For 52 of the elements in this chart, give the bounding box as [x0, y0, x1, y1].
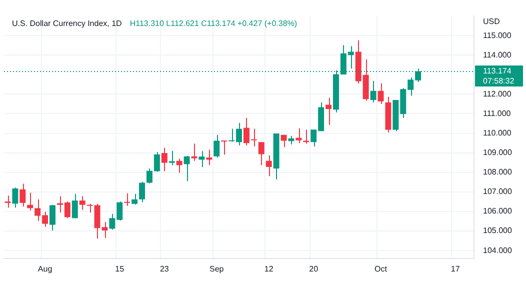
candlestick	[296, 128, 302, 144]
y-tick-label: 112.000	[483, 89, 512, 98]
candlestick	[198, 150, 205, 168]
text: 07:58:32	[483, 76, 515, 86]
y-tick-label: 106.000	[483, 206, 512, 216]
ref-line-label: 113.174	[483, 66, 512, 76]
x-tick-label: 15	[115, 264, 125, 274]
candlestick	[4, 195, 11, 208]
y-tick-label: 105.000	[483, 226, 512, 236]
candlestick	[176, 158, 182, 174]
candlestick	[139, 181, 145, 203]
candlestick	[168, 150, 175, 166]
x-tick-label: 12	[264, 264, 274, 274]
candlestick	[20, 183, 26, 208]
x-tick-label: 17	[450, 264, 460, 274]
candlestick	[378, 82, 384, 104]
x-tick-label: 20	[309, 264, 319, 274]
x-tick-label: Oct	[374, 264, 388, 274]
chart-title: U.S. Dollar Currency Index, 1D	[12, 19, 122, 28]
x-tick-label: Aug	[38, 264, 52, 274]
candlestick	[184, 155, 190, 182]
candlestick	[50, 204, 56, 231]
candlestick	[72, 193, 78, 219]
candlestick	[258, 142, 264, 166]
candlestick	[326, 97, 332, 126]
y-tick-label: 108.000	[483, 168, 512, 177]
y-tick-label: 110.000	[483, 128, 512, 138]
candlestick	[27, 192, 34, 212]
candlestick	[370, 80, 376, 103]
candlestick	[266, 154, 272, 177]
y-tick-label: 111.000	[483, 108, 512, 118]
candlestick	[146, 168, 152, 184]
candlestick	[161, 147, 168, 172]
x-tick-label: Sep	[210, 264, 224, 274]
candlestick	[79, 196, 86, 210]
y-tick-label: 109.000	[483, 148, 512, 158]
candlestick	[132, 193, 138, 206]
candlestick	[303, 129, 310, 144]
candlestick	[12, 187, 18, 208]
y-tick-label: 115.000	[483, 30, 512, 40]
candlestick	[124, 192, 130, 206]
y-tick-label: 107.000	[483, 187, 512, 196]
candlestick	[206, 149, 212, 166]
chart-subtitle: H113.310 L112.621 C113.174 +0.427 (+0.38%)	[130, 19, 298, 28]
candlestick	[221, 140, 228, 156]
y-tick-label: 104.000	[483, 246, 512, 255]
candlestick	[214, 134, 220, 158]
candlestick	[154, 152, 160, 172]
x-tick-label: 23	[160, 264, 170, 274]
y-axis-title: USD	[483, 17, 500, 26]
y-tick-label: 114.000	[483, 50, 512, 60]
candlestick	[191, 143, 198, 162]
